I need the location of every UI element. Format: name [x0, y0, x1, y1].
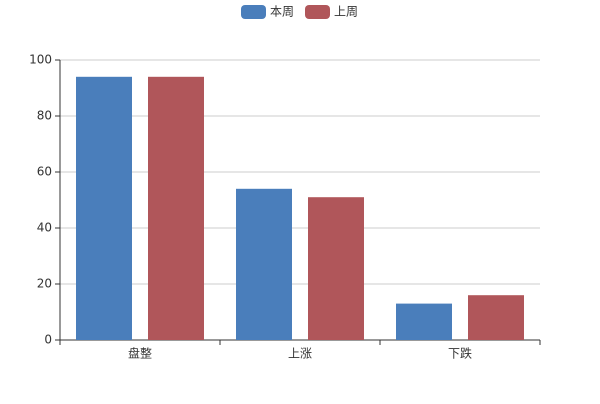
x-tick-label: 下跌 — [448, 346, 472, 361]
bar — [396, 303, 452, 340]
y-tick-label: 80 — [37, 109, 52, 123]
bar — [148, 76, 204, 341]
y-tick-label: 0 — [44, 333, 52, 347]
legend-swatch[interactable] — [241, 5, 266, 19]
y-tick-label: 40 — [37, 221, 52, 235]
legend-label[interactable]: 上周 — [334, 5, 358, 19]
y-tick-label: 60 — [37, 165, 52, 179]
bar — [468, 295, 524, 340]
bar — [236, 188, 292, 340]
x-tick-label: 盘整 — [128, 346, 152, 361]
y-tick-label: 100 — [29, 53, 52, 67]
y-tick-label: 20 — [37, 277, 52, 291]
bar — [308, 197, 364, 340]
bar — [76, 76, 132, 341]
x-tick-label: 上涨 — [288, 346, 312, 361]
legend-swatch[interactable] — [305, 5, 330, 19]
legend-label[interactable]: 本周 — [270, 5, 294, 19]
